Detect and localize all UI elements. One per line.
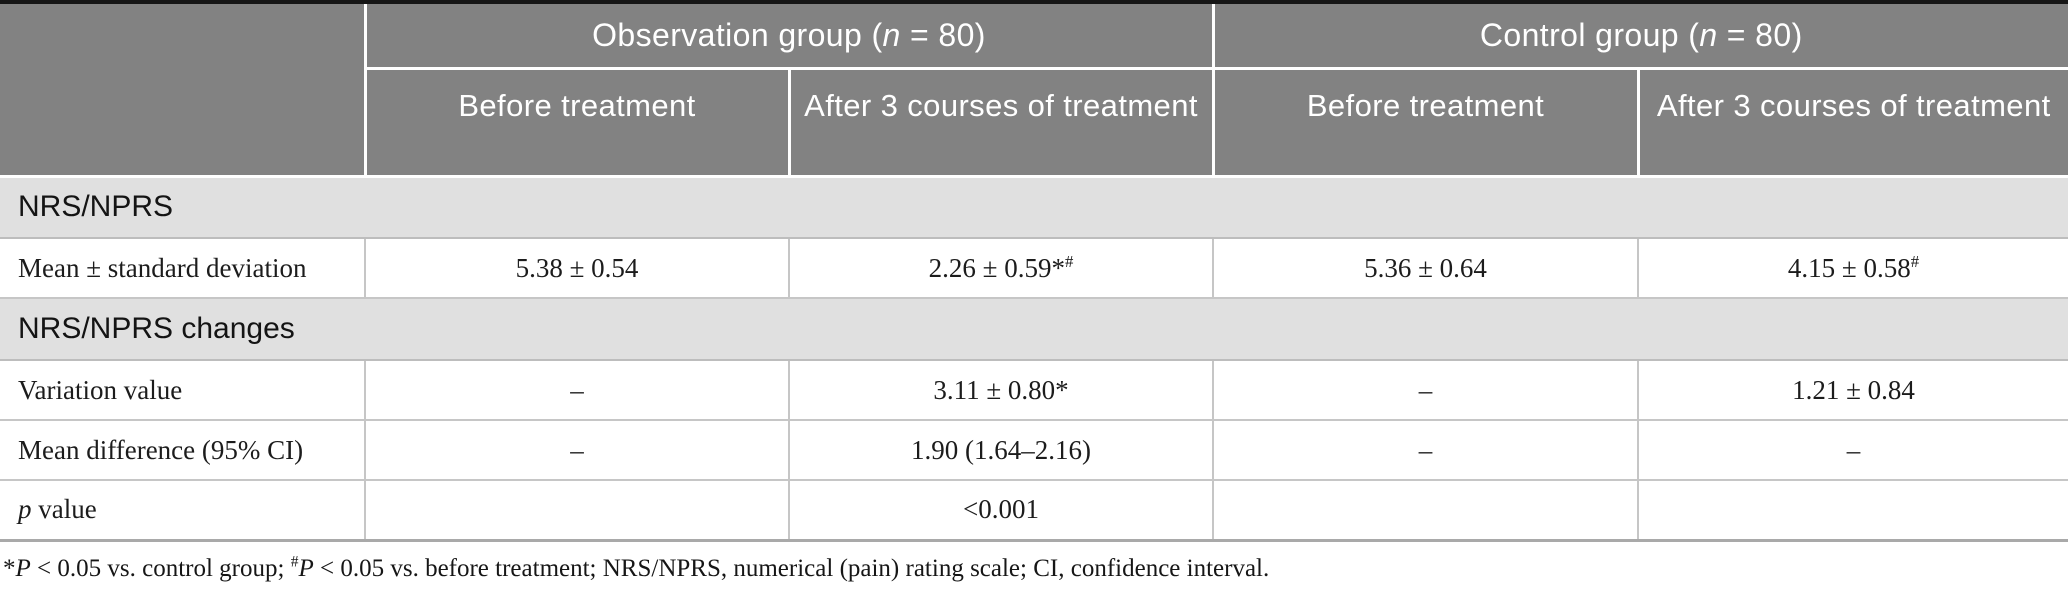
cell-variation-obs-before: –	[364, 359, 790, 421]
section-label-nrs-nprs: NRS/NPRS	[0, 175, 2068, 239]
row-label-variation-value: Variation value	[0, 359, 366, 421]
section-label-nrs-nprs-changes: NRS/NPRS changes	[0, 297, 2068, 361]
group-header-control: Control group (n = 80)	[1211, 2, 2068, 70]
cell-p-value-ctrl-before	[1212, 479, 1639, 541]
subheader-ctrl-before: Before treatment	[1211, 68, 1638, 178]
italic-p: p	[18, 494, 32, 525]
p-value-label-rest: value	[31, 494, 97, 525]
group-control-pre: Control group (	[1479, 16, 1700, 53]
footnote-hash: #	[290, 553, 299, 571]
hash-superscript: #	[1064, 251, 1074, 271]
italic-n-control: n	[1699, 16, 1718, 53]
cell-p-value-obs-after: <0.001	[788, 479, 1214, 541]
row-p-value: p value <0.001	[0, 479, 2068, 541]
cell-mean-sd-ctrl-before: 5.36 ± 0.64	[1212, 237, 1639, 299]
group-control-post: = 80)	[1717, 16, 1803, 53]
cell-mean-sd-obs-after: 2.26 ± 0.59*#	[788, 237, 1214, 299]
subheader-obs-before: Before treatment	[365, 68, 789, 178]
cell-variation-ctrl-after: 1.21 ± 0.84	[1636, 359, 2068, 421]
footnote-mid: < 0.05 vs. control group;	[30, 554, 291, 582]
row-label-p-value: p value	[0, 479, 366, 541]
cell-p-value-obs-before	[364, 479, 790, 541]
row-variation-value: Variation value – 3.11 ± 0.80* – 1.21 ± …	[0, 359, 2068, 421]
subheader-ctrl-after: After 3 courses of treatment	[1636, 68, 2068, 178]
footnote-italic-p1: P	[15, 554, 31, 582]
subheader-obs-after: After 3 courses of treatment	[787, 68, 1213, 178]
results-table: Observation group (n = 80) Control group…	[0, 0, 2068, 542]
subheader-row: Before treatment After 3 courses of trea…	[0, 68, 2068, 178]
cell-variation-ctrl-before: –	[1212, 359, 1639, 421]
hash-superscript: #	[1910, 251, 1920, 271]
row-mean-sd: Mean ± standard deviation 5.38 ± 0.54 2.…	[0, 237, 2068, 299]
group-header-observation: Observation group (n = 80)	[363, 2, 1213, 70]
group-header-row: Observation group (n = 80) Control group…	[0, 2, 2068, 178]
group-observation-post: = 80)	[900, 16, 986, 53]
section-row-nrs-nprs: NRS/NPRS	[0, 175, 2068, 239]
row-label-mean-sd: Mean ± standard deviation	[0, 237, 366, 299]
corner-cell	[0, 2, 367, 178]
cell-variation-obs-after: 3.11 ± 0.80*	[788, 359, 1214, 421]
footnote: *P < 0.05 vs. control group; #P < 0.05 v…	[3, 553, 2068, 583]
cell-p-value-ctrl-after	[1636, 479, 2068, 541]
row-mean-difference: Mean difference (95% CI) – 1.90 (1.64–2.…	[0, 419, 2068, 481]
italic-n-observation: n	[882, 16, 901, 53]
cell-mean-diff-obs-after: 1.90 (1.64–2.16)	[788, 419, 1214, 481]
footnote-star: *	[3, 554, 16, 582]
section-row-nrs-nprs-changes: NRS/NPRS changes	[0, 297, 2068, 361]
cell-mean-diff-ctrl-after: –	[1636, 419, 2068, 481]
footnote-italic-p2: P	[298, 554, 314, 582]
cell-mean-sd-obs-before: 5.38 ± 0.54	[364, 237, 790, 299]
cell-mean-diff-obs-before: –	[364, 419, 790, 481]
row-label-mean-difference: Mean difference (95% CI)	[0, 419, 366, 481]
footnote-rest: < 0.05 vs. before treatment; NRS/NPRS, n…	[313, 554, 1270, 582]
cell-mean-sd-obs-after-main: 2.26 ± 0.59*	[928, 252, 1065, 283]
cell-mean-sd-ctrl-after: 4.15 ± 0.58#	[1636, 237, 2068, 299]
cell-mean-sd-ctrl-after-main: 4.15 ± 0.58	[1787, 252, 1911, 283]
group-observation-pre: Observation group (	[592, 16, 883, 53]
cell-mean-diff-ctrl-before: –	[1212, 419, 1639, 481]
